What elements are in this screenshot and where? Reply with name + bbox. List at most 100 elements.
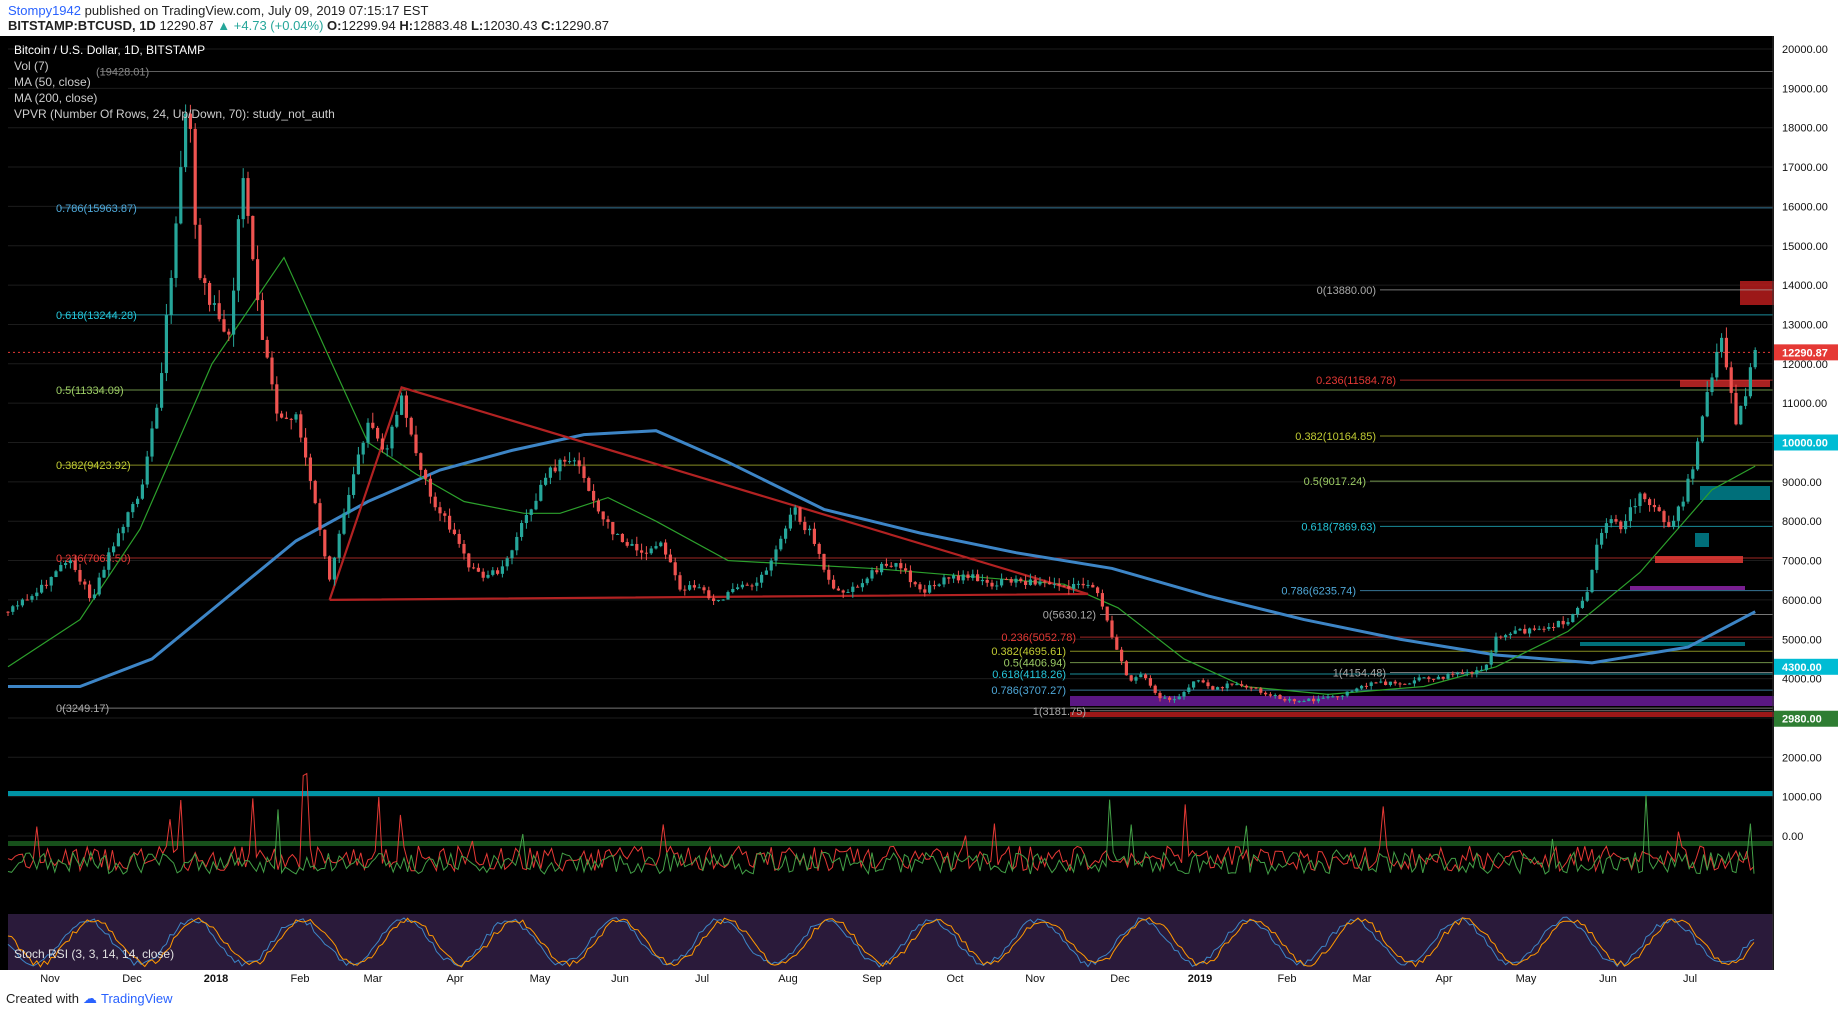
candle-body <box>649 548 653 554</box>
candle-body <box>1312 698 1316 702</box>
candle-body <box>1206 682 1210 687</box>
y-tick-label: 8000.00 <box>1782 516 1822 528</box>
candle-body <box>126 512 130 527</box>
fib-label: 1(3181.75) <box>1033 706 1086 718</box>
candle-body <box>1216 687 1220 690</box>
candle-body <box>505 558 509 567</box>
candle-body <box>764 570 768 575</box>
x-tick-label: Dec <box>1110 973 1130 985</box>
candle-body <box>1336 696 1340 698</box>
candle-body <box>73 560 77 570</box>
candle-body <box>630 543 634 546</box>
x-tick-label: Mar <box>364 973 383 985</box>
candle-body <box>1139 674 1143 678</box>
y-tick-label: 2000.00 <box>1782 752 1822 764</box>
candle-body <box>1062 585 1066 587</box>
candle-body <box>668 554 672 563</box>
candle-body <box>1470 672 1474 674</box>
candle-body <box>1129 675 1133 681</box>
candle-body <box>68 560 72 564</box>
candle-body <box>270 357 274 385</box>
y-tick-label: 13000.00 <box>1782 319 1828 331</box>
candle-body <box>769 560 773 571</box>
candle-body <box>1734 392 1738 425</box>
candle-body <box>1456 672 1460 675</box>
candle-body <box>1504 635 1508 638</box>
candle-body <box>1134 677 1138 681</box>
author-link[interactable]: Stompy1942 <box>8 3 81 18</box>
candle-body <box>1624 520 1628 530</box>
candle-body <box>25 599 29 601</box>
fib-label: 0.236(11584.78) <box>1316 375 1396 387</box>
ma50-line <box>7 256 1756 695</box>
candle-body <box>1096 587 1100 594</box>
legend-item: VPVR (Number Of Rows, 24, Up/Down, 70): … <box>14 107 335 121</box>
price-tag-bg <box>1774 344 1838 361</box>
candle-body <box>376 427 380 439</box>
candle-body <box>232 290 236 335</box>
candle-body <box>260 300 264 340</box>
candle-body <box>1662 511 1666 523</box>
candle-body <box>961 574 965 581</box>
candle-body <box>174 223 178 278</box>
x-tick-label: Dec <box>122 973 142 985</box>
candle-body <box>1052 583 1056 585</box>
change-up-icon: ▲ <box>217 18 231 33</box>
legend-item: MA (50, close) <box>14 75 91 89</box>
candle-body <box>928 585 932 593</box>
candle-body <box>1273 694 1277 696</box>
candle-body <box>923 589 927 593</box>
candle-body <box>145 456 149 485</box>
candle-body <box>1729 367 1733 393</box>
candle-body <box>1537 628 1541 630</box>
candle-body <box>496 570 500 574</box>
grid <box>8 48 1773 837</box>
time-axis[interactable]: Nov Dec 2018 Feb Mar Apr May Jun Jul Aug Sep Oct Nov… <box>0 970 1774 986</box>
candle-body <box>198 224 202 279</box>
candle-body <box>184 113 188 168</box>
candle-body <box>112 546 116 553</box>
candle-body <box>1297 701 1301 703</box>
candle-body <box>265 339 269 358</box>
candle-body <box>1715 351 1719 378</box>
candle-body <box>1307 698 1311 702</box>
candle-body <box>1067 586 1071 589</box>
candle-body <box>1686 478 1690 502</box>
candle-body <box>11 606 15 612</box>
candle-body <box>1691 469 1695 479</box>
fib-label: 0.618(4118.26) <box>992 669 1066 681</box>
candle-body <box>1547 626 1551 629</box>
candle-body <box>1672 520 1676 527</box>
tradingview-link[interactable]: TradingView <box>100 991 173 1006</box>
y-tick-label: 16000.00 <box>1782 201 1828 213</box>
price-chart[interactable]: (19428.01) 0.786(15963.87) 0.618(13244.28)… <box>0 36 1840 986</box>
candle-body <box>6 611 10 613</box>
candle-body <box>347 494 351 514</box>
candle-body <box>1235 684 1239 686</box>
zone-rect <box>1070 712 1775 717</box>
candle-body <box>841 590 845 593</box>
candle-body <box>1398 683 1402 685</box>
candle-body <box>1528 628 1532 634</box>
candle-body <box>611 521 615 535</box>
x-tick-label: Jul <box>695 973 709 985</box>
open-value: 12299.94 <box>341 18 396 33</box>
candle-body <box>500 566 504 574</box>
candle-body <box>332 557 336 580</box>
fib-label: 0.382(10164.85) <box>1295 431 1376 443</box>
candle-body <box>49 577 53 586</box>
candle-body <box>380 438 384 450</box>
candle-body <box>217 303 221 320</box>
candle-body <box>870 570 874 579</box>
candle-body <box>1628 507 1632 521</box>
candle-body <box>1240 684 1244 686</box>
candle-body <box>443 513 447 516</box>
fib-label: 0.786(3707.27) <box>991 685 1066 697</box>
candle-body <box>1014 578 1018 583</box>
zone-rect <box>1680 380 1770 387</box>
candle-body <box>16 605 20 607</box>
x-tick-label: Jun <box>611 973 629 985</box>
candle-body <box>908 570 912 583</box>
candle-body <box>745 584 749 586</box>
price-axis[interactable]: 20000.00 19000.00 18000.00 17000.00 16000.00… <box>1774 36 1840 986</box>
